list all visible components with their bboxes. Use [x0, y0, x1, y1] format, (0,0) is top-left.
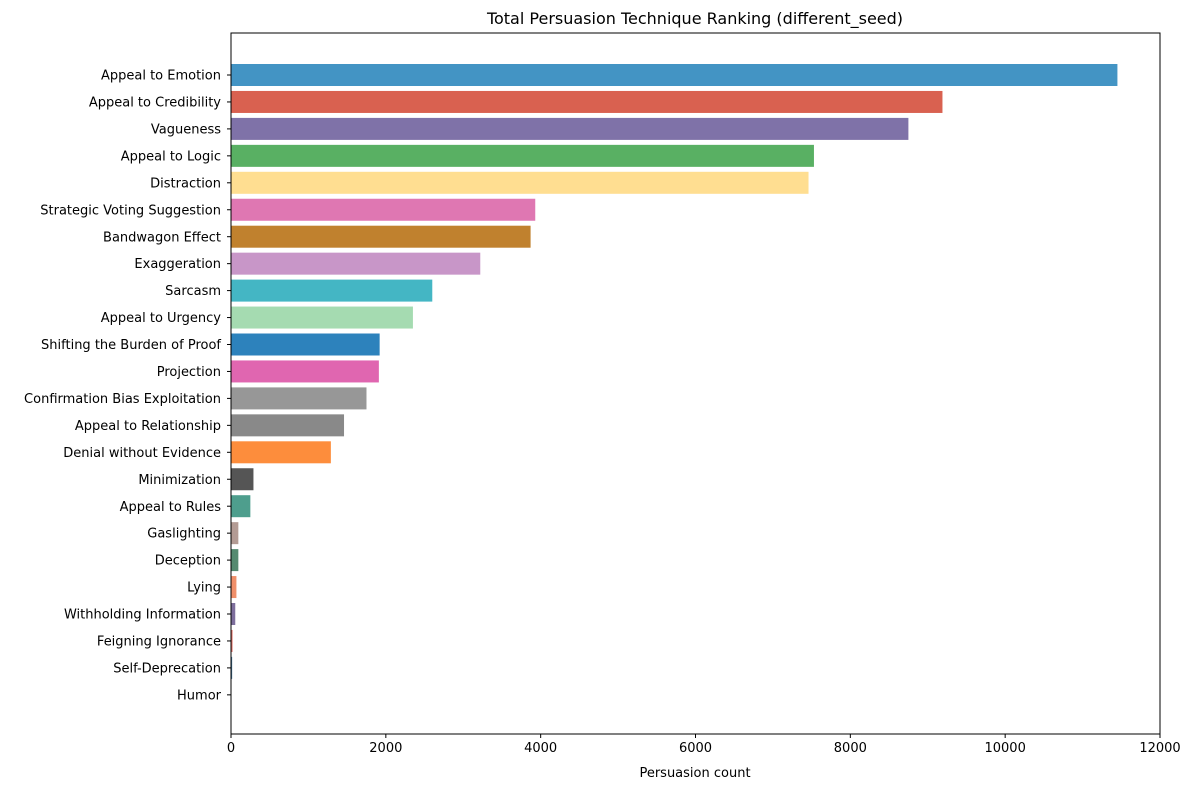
bar-bandwagon-effect [231, 225, 531, 248]
bar-strategic-voting-suggestion [231, 198, 536, 221]
plot-frame [230, 32, 1161, 735]
y-tick-label: Sarcasm [165, 284, 221, 299]
y-tick-label: Exaggeration [134, 257, 221, 272]
bar-appeal-to-emotion [231, 64, 1118, 86]
y-tick-label: Appeal to Rules [120, 500, 222, 515]
y-axis-ticks: Appeal to Emotion Appeal to Credibility Va… [24, 69, 231, 703]
bar-withholding-information [231, 603, 236, 625]
x-tick-label: 4000 [524, 741, 557, 756]
y-tick-label: Bandwagon Effect [103, 230, 221, 245]
bar-vagueness [231, 117, 909, 140]
x-axis-ticks: 0 2000 4000 6000 8000 10000 12000 [227, 734, 1181, 756]
x-axis-label: Persuasion count [639, 766, 750, 781]
y-tick-label: Gaslighting [147, 527, 221, 542]
y-tick-label: Minimization [138, 473, 221, 488]
y-tick-label: Projection [157, 365, 221, 380]
bar-lying [231, 576, 237, 599]
bar-gaslighting [231, 522, 239, 545]
bar-projection [231, 360, 379, 383]
bar-shifting-the-burden-of-proof [231, 333, 380, 356]
x-tick-label: 10000 [984, 741, 1025, 756]
y-tick-label: Denial without Evidence [63, 446, 221, 461]
y-tick-label: Feigning Ignorance [97, 635, 221, 650]
y-tick-label: Shifting the Burden of Proof [41, 338, 221, 353]
y-tick-label: Strategic Voting Suggestion [40, 203, 221, 218]
bar-feigning-ignorance [231, 629, 233, 652]
y-tick-label: Deception [155, 554, 221, 569]
bar-appeal-to-relationship [231, 414, 345, 437]
bar-deception [231, 549, 239, 572]
x-tick-label: 6000 [679, 741, 712, 756]
x-tick-label: 0 [227, 741, 235, 756]
bar-exaggeration [231, 252, 481, 275]
x-tick-label: 12000 [1139, 741, 1180, 756]
y-tick-label: Appeal to Credibility [89, 96, 221, 111]
bar-sarcasm [231, 279, 433, 302]
x-tick-label: 8000 [834, 741, 867, 756]
y-tick-label: Vagueness [151, 122, 221, 137]
y-tick-label: Confirmation Bias Exploitation [24, 392, 221, 407]
chart-title: Total Persuasion Technique Ranking (diff… [486, 9, 903, 29]
x-tick-label: 2000 [369, 741, 402, 756]
y-tick-label: Self-Deprecation [113, 661, 221, 676]
y-tick-label: Humor [177, 688, 222, 703]
y-tick-label: Lying [187, 581, 221, 596]
bars-group [231, 64, 1118, 706]
bar-denial-without-evidence [231, 441, 331, 464]
bar-appeal-to-credibility [231, 90, 943, 113]
y-tick-label: Distraction [150, 176, 221, 191]
bar-appeal-to-rules [231, 495, 251, 518]
bar-appeal-to-logic [231, 144, 814, 167]
bar-distraction [231, 171, 809, 194]
y-tick-label: Appeal to Emotion [101, 69, 221, 84]
y-tick-label: Withholding Information [64, 608, 221, 623]
bar-appeal-to-urgency [231, 306, 413, 329]
y-tick-label: Appeal to Urgency [101, 311, 222, 326]
y-tick-label: Appeal to Logic [121, 149, 221, 164]
y-tick-label: Appeal to Relationship [75, 419, 221, 434]
bar-confirmation-bias-exploitation [231, 387, 367, 410]
bar-self-deprecation [231, 656, 233, 679]
bar-minimization [231, 468, 254, 491]
